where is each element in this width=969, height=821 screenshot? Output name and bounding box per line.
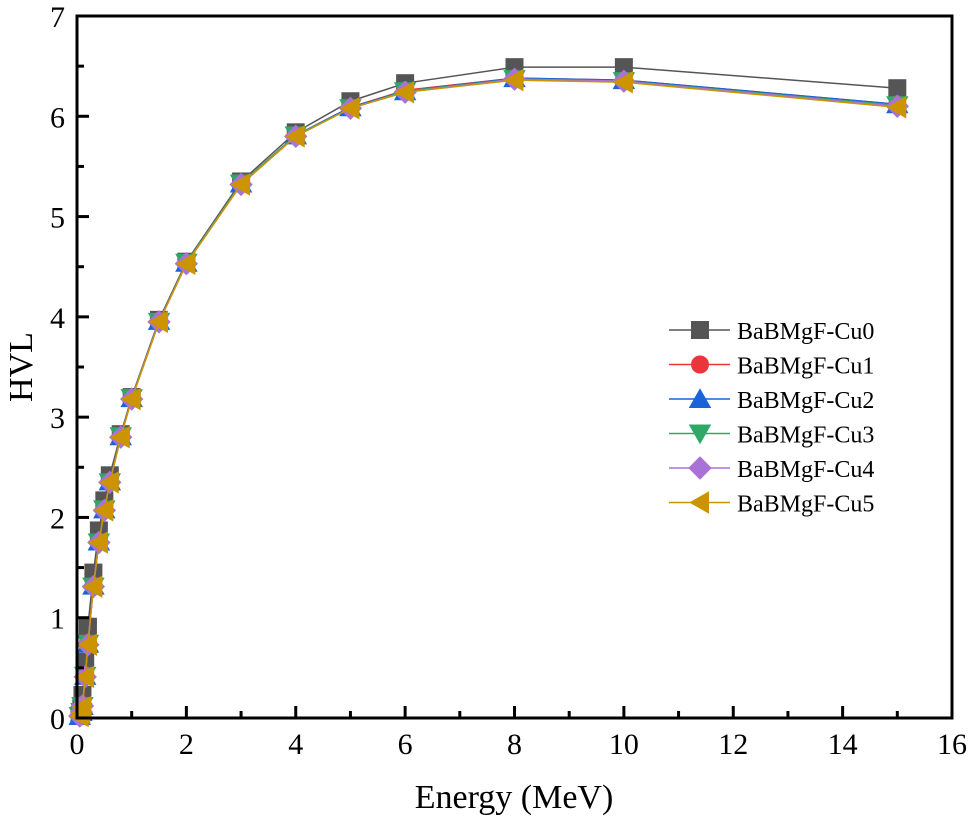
legend-label: BaBMgF-Cu4 xyxy=(737,457,874,483)
data-point xyxy=(120,387,141,411)
legend: BaBMgF-Cu0 BaBMgF-Cu1 BaBMgF-Cu2 BaBMgF-Cu3… xyxy=(669,319,874,518)
data-point xyxy=(88,531,108,554)
y-tick-label: 0 xyxy=(50,703,65,736)
data-point xyxy=(230,173,251,196)
data-point xyxy=(394,80,415,104)
legend-label: BaBMgF-Cu2 xyxy=(737,388,874,414)
data-point xyxy=(74,665,95,689)
data-point xyxy=(77,633,97,657)
data-point xyxy=(284,125,305,148)
x-tick-label: 8 xyxy=(507,728,522,761)
y-axis-label: HVL xyxy=(3,332,40,402)
y-tick-label: 7 xyxy=(50,1,65,34)
data-point xyxy=(503,68,524,92)
legend-item: BaBMgF-Cu1 xyxy=(669,354,874,380)
data-point xyxy=(78,617,97,636)
data-point xyxy=(886,96,907,119)
legend-label: BaBMgF-Cu0 xyxy=(737,319,874,345)
y-tick-label: 3 xyxy=(50,402,65,435)
legend-item: BaBMgF-Cu2 xyxy=(669,388,874,414)
y-tick-label: 1 xyxy=(50,603,65,636)
y-tick-label: 5 xyxy=(50,202,65,235)
legend-label: BaBMgF-Cu5 xyxy=(737,492,874,518)
legend-item: BaBMgF-Cu5 xyxy=(669,491,874,518)
series-babmgf-cu5 xyxy=(68,68,907,728)
legend-marker xyxy=(689,491,709,514)
data-point xyxy=(148,310,169,334)
legend-label: BaBMgF-Cu1 xyxy=(737,354,874,380)
y-tick-label: 2 xyxy=(50,502,65,535)
x-tick-label: 10 xyxy=(609,728,639,761)
y-tick-label: 4 xyxy=(50,302,65,335)
legend-item: BaBMgF-Cu0 xyxy=(669,319,874,345)
data-point xyxy=(614,58,633,77)
legend-marker xyxy=(688,388,712,408)
x-tick-label: 4 xyxy=(288,728,303,761)
x-tick-label: 0 xyxy=(70,728,85,761)
data-point xyxy=(93,499,114,522)
data-point xyxy=(613,70,633,94)
data-point xyxy=(339,97,360,120)
x-tick-label: 16 xyxy=(937,728,967,761)
data-point xyxy=(76,652,95,671)
legend-item: BaBMgF-Cu3 xyxy=(669,423,874,449)
y-tick-label: 6 xyxy=(50,101,65,134)
data-point xyxy=(84,563,103,582)
x-tick-label: 12 xyxy=(718,728,748,761)
data-point xyxy=(888,79,907,98)
x-axis-label: Energy (MeV) xyxy=(415,779,614,816)
legend-marker xyxy=(691,355,709,374)
legend-marker xyxy=(691,321,709,339)
legend-item: BaBMgF-Cu4 xyxy=(669,456,874,483)
data-point xyxy=(71,695,92,719)
plot-series xyxy=(68,58,910,728)
x-tick-label: 14 xyxy=(828,728,858,761)
legend-marker xyxy=(688,456,712,480)
data-point xyxy=(99,471,119,494)
data-point xyxy=(82,575,103,598)
legend-marker xyxy=(688,424,712,445)
x-tick-label: 6 xyxy=(398,728,413,761)
legend-label: BaBMgF-Cu3 xyxy=(737,423,874,449)
data-point xyxy=(175,252,196,275)
x-tick-label: 2 xyxy=(179,728,194,761)
data-point xyxy=(109,425,130,449)
